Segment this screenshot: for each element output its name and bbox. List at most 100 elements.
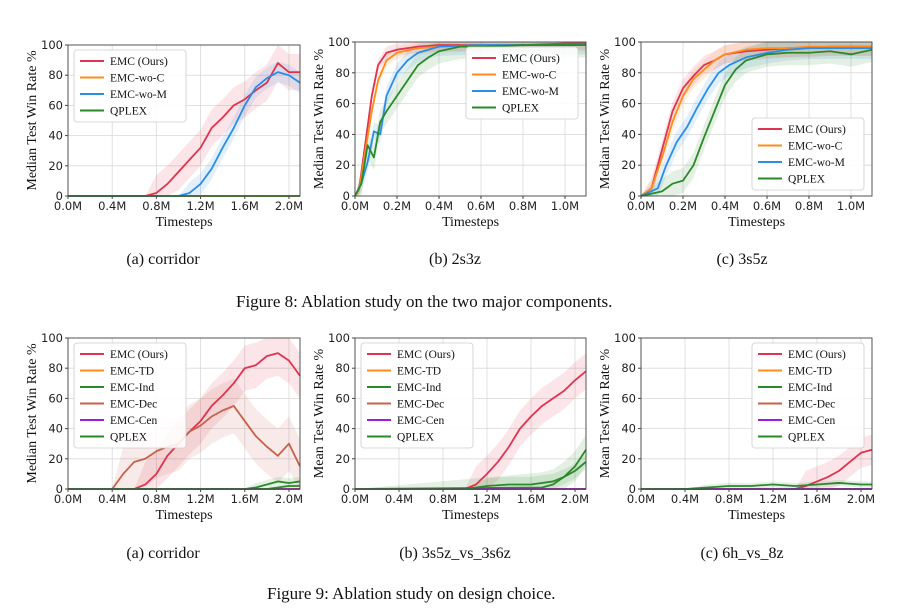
x-tick-label: 0.4M	[671, 492, 699, 506]
series-line-emc-ours-	[68, 352, 301, 490]
series-line-emc-wo-c	[640, 45, 872, 197]
y-tick-label: 20	[48, 452, 63, 466]
x-tick-label: 0.0M	[627, 199, 655, 213]
x-tick-label: 0.8M	[429, 492, 457, 506]
legend: EMC (Ours) EMC-TD EMC-Ind EMC-Dec EMC-Cen QPL…	[360, 342, 474, 449]
series-line-emc-dec	[68, 405, 301, 490]
legend-label-emc-wo-c: EMC-wo-C	[110, 73, 165, 85]
y-tick-label: 80	[48, 68, 63, 82]
plot-frame	[67, 337, 301, 490]
y-tick-label: 60	[335, 97, 350, 111]
y-tick-label: 80	[335, 66, 350, 80]
legend-label-qplex: QPLEX	[110, 106, 148, 118]
figure9-caption: Figure 9: Ablation study on design choic…	[267, 584, 556, 603]
x-axis-label: Timesteps	[155, 508, 212, 523]
y-tick-label: 20	[335, 452, 350, 466]
band-emc-ours-	[68, 338, 300, 489]
y-tick-label: 0	[343, 482, 350, 496]
y-tick-label: 60	[621, 97, 636, 111]
x-tick-label: 1.6M	[803, 492, 831, 506]
band-emc-wo-m	[68, 61, 300, 196]
x-tick-label: 2.0M	[275, 492, 303, 506]
x-tick-label: 0.4M	[385, 492, 413, 506]
y-tick-label: 80	[621, 361, 636, 375]
legend-label-emc-ind: EMC-Ind	[397, 382, 441, 394]
y-axis-label: Mean Test Win Rate %	[312, 348, 327, 478]
legend-label-qplex: QPLEX	[397, 432, 435, 444]
band-emc-wo-c	[641, 42, 872, 196]
y-tick-label: 60	[621, 391, 636, 405]
x-tick-label: 0.8M	[795, 199, 823, 213]
y-tick-label: 80	[621, 66, 636, 80]
series-line-emc-ours-	[641, 448, 873, 490]
legend-label-qplex: QPLEX	[788, 432, 826, 444]
y-tick-label: 20	[48, 159, 63, 173]
chart-f9c: 0.0M 0.4M 0.8M 1.2M 1.6M 2.0M 0 20 40 60 80 100 Time…	[598, 331, 875, 523]
legend-box	[73, 342, 187, 449]
subcaption-f9c: (c) 6h_vs_8z	[700, 545, 784, 562]
x-tick-label: 0.8M	[142, 492, 170, 506]
x-tick-label: 1.6M	[231, 492, 259, 506]
y-tick-label: 100	[614, 331, 636, 345]
x-tick-label: 0.8M	[142, 199, 170, 213]
chart-f8b: 0.0M 0.2M 0.4M 0.6M 0.8M 1.0M 0 20 40 60 80 100 Time…	[312, 35, 587, 230]
x-tick-label: 0.0M	[341, 492, 369, 506]
band-qplex	[641, 42, 872, 196]
band-emc-ind	[355, 434, 586, 489]
legend-label-emc-wo-m: EMC-wo-M	[502, 86, 559, 98]
legend-label-emc-dec: EMC-Dec	[788, 399, 835, 411]
legend-label-emc-td: EMC-TD	[397, 366, 441, 378]
y-tick-label: 0	[56, 189, 63, 203]
series-line-emc-ours-	[68, 62, 300, 197]
y-tick-label: 20	[335, 158, 350, 172]
legend-label-qplex: QPLEX	[502, 103, 540, 115]
x-tick-label: 1.6M	[517, 492, 545, 506]
legend-label-emc-td: EMC-TD	[788, 366, 832, 378]
plot-frame	[67, 44, 301, 197]
y-axis-label: Median Test Win Rate %	[312, 49, 327, 190]
series-line-emc-wo-m	[640, 47, 872, 197]
legend-label-emc-ours-: EMC (Ours)	[110, 56, 168, 68]
y-tick-label: 60	[335, 391, 350, 405]
legend-label-emc-wo-m: EMC-wo-M	[788, 157, 845, 169]
x-tick-label: 1.2M	[759, 492, 787, 506]
y-axis-label: Median Test Win Rate %	[598, 49, 613, 190]
plot-frame	[640, 41, 873, 197]
subcaption-f8c: (c) 3s5z	[716, 251, 768, 268]
y-tick-label: 0	[56, 482, 63, 496]
legend: EMC (Ours) EMC-wo-C EMC-wo-M QPLEX	[751, 117, 865, 191]
subcaption-f8b: (b) 2s3z	[429, 251, 481, 268]
x-axis-label: Timesteps	[728, 508, 785, 523]
x-tick-label: 1.2M	[186, 199, 214, 213]
x-tick-label: 0.2M	[669, 199, 697, 213]
x-tick-label: 2.0M	[847, 492, 875, 506]
subcaption-f9a: (a) corridor	[126, 545, 200, 562]
x-tick-label: 0.0M	[54, 199, 82, 213]
subcaption-f9b: (b) 3s5z_vs_3s6z	[399, 545, 511, 562]
legend-label-emc-ind: EMC-Ind	[110, 382, 154, 394]
series-line-emc-ours-	[355, 370, 587, 490]
chart-f9a: 0.0M 0.4M 0.8M 1.2M 1.6M 2.0M 0 20 40 60 80 100 Time…	[25, 331, 303, 523]
y-tick-label: 100	[328, 331, 350, 345]
plot-frame	[354, 41, 587, 197]
x-tick-label: 0.8M	[715, 492, 743, 506]
y-tick-label: 100	[41, 331, 63, 345]
x-tick-label: 0.0M	[627, 492, 655, 506]
y-tick-label: 40	[621, 127, 636, 141]
legend-label-emc-wo-c: EMC-wo-C	[502, 70, 557, 82]
legend-label-emc-cen: EMC-Cen	[110, 415, 158, 427]
y-tick-label: 0	[629, 189, 636, 203]
y-tick-label: 0	[629, 482, 636, 496]
y-tick-label: 0	[343, 189, 350, 203]
y-tick-label: 40	[48, 129, 63, 143]
legend: EMC (Ours) EMC-TD EMC-Ind EMC-Dec EMC-Cen QPL…	[73, 342, 187, 449]
legend-label-emc-ours-: EMC (Ours)	[788, 124, 846, 136]
x-tick-label: 2.0M	[275, 199, 303, 213]
legend-box	[751, 117, 865, 191]
legend-label-emc-cen: EMC-Cen	[397, 415, 445, 427]
legend-label-qplex: QPLEX	[110, 432, 148, 444]
x-axis-label: Timesteps	[442, 508, 499, 523]
y-axis-label: Median Test Win Rate %	[25, 343, 40, 484]
legend-box	[465, 46, 579, 120]
